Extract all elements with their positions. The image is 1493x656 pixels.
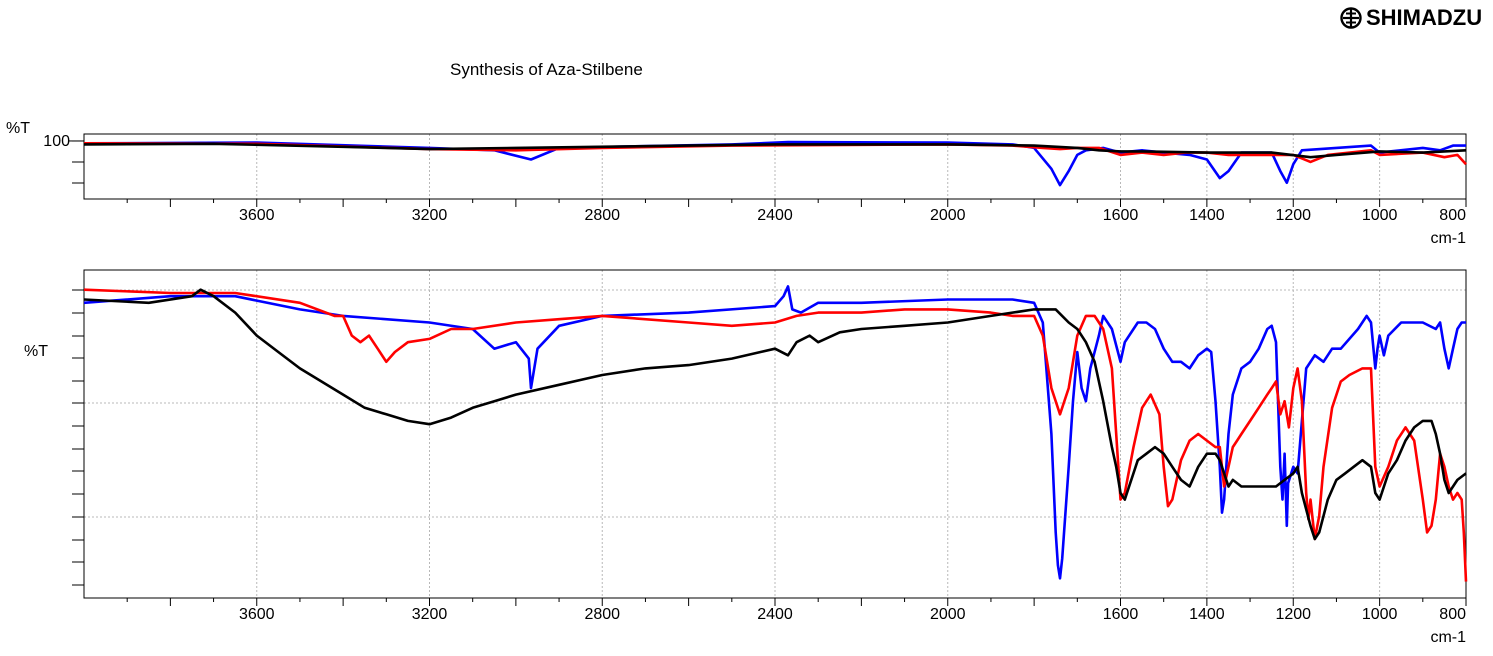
brand-name: SHIMADZU (1366, 5, 1483, 30)
x-tick-label: 1000 (1362, 606, 1398, 623)
x-tick-label: 2800 (584, 606, 620, 623)
x-tick-label: 800 (1439, 207, 1466, 224)
chart-title: Synthesis of Aza-Stilbene (450, 60, 643, 79)
x-tick-label: 2000 (930, 207, 966, 224)
x-tick-label: 3600 (239, 207, 275, 224)
x-tick-label: 3200 (412, 606, 448, 623)
x-tick-label: 3200 (412, 207, 448, 224)
brand-logo: SHIMADZU (1336, 4, 1486, 32)
spectrum-line-2 (83, 288, 1468, 582)
x-tick-label: 1000 (1362, 207, 1398, 224)
y-tick-label: 100 (43, 133, 70, 150)
spectrum-line-3 (83, 142, 1467, 159)
spectrum-panel-2: 3600 3200 2800 2400 2000 1600 1400 1200 1000 800%… (24, 269, 1468, 646)
spectrum-line-1 (83, 285, 1466, 580)
x-tick-label: 2800 (584, 207, 620, 224)
x-tick-label: 1200 (1275, 606, 1311, 623)
y-axis-label: %T (6, 120, 30, 137)
x-tick-label: 2400 (757, 606, 793, 623)
x-tick-label: 1600 (1103, 606, 1139, 623)
x-tick-label: 1200 (1275, 207, 1311, 224)
x-tick-label: 2000 (930, 606, 966, 623)
x-axis-label: cm-1 (1430, 629, 1466, 646)
x-tick-label: 1400 (1189, 606, 1225, 623)
shimadzu-logo-icon (1340, 7, 1362, 29)
spectrum-panel-1: 3600 3200 2800 2400 2000 1600 1400 1200 1000 800%… (6, 120, 1467, 247)
y-axis-label: %T (24, 343, 48, 360)
spectrum-line-3 (83, 288, 1467, 541)
x-tick-label: 2400 (757, 207, 793, 224)
x-tick-label: 800 (1439, 606, 1466, 623)
x-tick-label: 1600 (1103, 207, 1139, 224)
x-tick-label: 3600 (239, 606, 275, 623)
x-tick-label: 1400 (1189, 207, 1225, 224)
x-axis-label: cm-1 (1430, 230, 1466, 247)
